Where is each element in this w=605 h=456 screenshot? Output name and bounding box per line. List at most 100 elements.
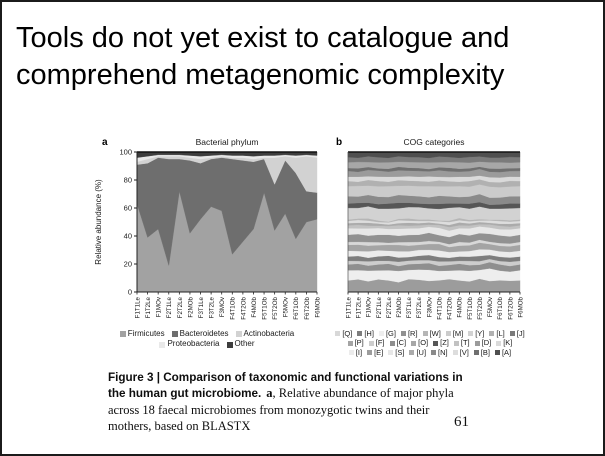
panel-a: 0 20 40 60 80 100 Relative abundance (%) F1T1Le… [92, 130, 322, 350]
legend-label: [W] [429, 329, 441, 338]
svg-text:0: 0 [128, 288, 132, 297]
svg-text:F4T2Ob: F4T2Ob [240, 296, 247, 319]
legend-swatch [388, 349, 394, 355]
legend-item: [S] [388, 348, 404, 357]
legend-swatch [433, 340, 439, 346]
legend-swatch [496, 340, 502, 346]
legend-row: [I] [E] [S] [U] [N] [V] [B] [A] [348, 347, 512, 357]
svg-text:F2T1Le: F2T1Le [166, 296, 173, 318]
legend-label: [L] [496, 329, 505, 338]
legend-row: [Q] [H] [G] [R] [W] [M] [Y] [L] [J] [335, 329, 525, 338]
svg-text:F1T1Le: F1T1Le [345, 296, 352, 318]
figure-3: 0 20 40 60 80 100 Relative abundance (%) F1T1Le… [92, 130, 552, 434]
svg-text:F5T1Ob: F5T1Ob [261, 296, 268, 319]
legend-item: [G] [378, 329, 396, 338]
svg-text:F1MOv: F1MOv [366, 296, 373, 317]
legend-item: [L] [489, 329, 505, 338]
legend-label: Firmicutes [127, 329, 165, 338]
legend-label: [M] [452, 329, 464, 338]
svg-text:100: 100 [119, 148, 132, 157]
legend-swatch [489, 331, 495, 337]
svg-text:F2T2Le: F2T2Le [386, 296, 393, 318]
legend-swatch [357, 331, 363, 337]
caption-panel-a-ref: a [266, 386, 273, 401]
legend-swatch [367, 349, 373, 355]
svg-text:F1T1Le: F1T1Le [134, 296, 141, 318]
legend-item: [R] [400, 329, 418, 338]
legend-swatch [335, 331, 341, 337]
legend-label: [K] [503, 338, 513, 348]
legend-swatch [411, 340, 417, 346]
svg-text:F2MOb: F2MOb [396, 296, 403, 317]
legend-swatch [473, 349, 479, 355]
legend-label: [S] [395, 347, 405, 357]
legend-swatch [348, 349, 354, 355]
svg-text:b: b [336, 137, 342, 148]
svg-text:a: a [102, 137, 108, 148]
svg-text:F2T1Le: F2T1Le [376, 296, 383, 318]
legend-item: [F] [368, 338, 385, 347]
legend-label: [A] [501, 347, 512, 357]
legend-item: [Y] [468, 329, 484, 338]
legend-swatch [431, 349, 437, 355]
svg-text:20: 20 [124, 260, 132, 269]
svg-text:F1T2Le: F1T2Le [356, 296, 363, 318]
legend-item: [Z] [433, 338, 449, 347]
cog-legend: [Q] [H] [G] [R] [W] [M] [Y] [L] [J] [P] [F] [C] [O][… [335, 329, 525, 357]
legend-label: [T] [460, 338, 470, 348]
svg-text:F6MOb: F6MOb [517, 296, 524, 317]
caption-body: , Relative abundance of major phyla acro… [108, 386, 454, 433]
legend-item: [B] [473, 347, 490, 357]
legend-item: [H] [357, 329, 374, 338]
svg-text:F3T1Le: F3T1Le [406, 296, 413, 318]
legend-item: [D] [474, 338, 492, 348]
svg-text:Bacterial phylum: Bacterial phylum [196, 137, 259, 147]
figure-caption: Figure 3 | Comparison of taxonomic and f… [108, 369, 466, 434]
legend-label: [D] [481, 338, 492, 348]
legend-label: [B] [480, 347, 490, 357]
legend-label: [J] [516, 329, 525, 338]
legend-item: [K] [496, 338, 512, 347]
svg-text:Relative abundance (%): Relative abundance (%) [94, 179, 103, 265]
legend-item: [A] [494, 347, 512, 357]
legend-item: [E] [367, 348, 383, 357]
svg-text:40: 40 [124, 232, 132, 241]
svg-text:80: 80 [124, 176, 132, 185]
legend-label: [P] [354, 338, 364, 348]
svg-text:F3MOv: F3MOv [219, 296, 226, 317]
caption-bold-lead: Figure 3 | Comparison of taxonomic and f… [108, 371, 463, 401]
svg-text:F3T2Le: F3T2Le [209, 296, 216, 318]
legend-swatch [235, 331, 242, 338]
legend-item: Firmicutes [119, 329, 165, 339]
legend-item: [V] [452, 347, 469, 357]
cog-categories-chart: F1T1Le F1T2Le F1MOv F2T1Le F2T2Le F2MOb F3T1Le… [336, 137, 524, 320]
legend-label: Actinobacteria [243, 329, 295, 338]
legend-item: Other [226, 339, 255, 349]
legend-item: [P] [347, 338, 364, 348]
legend-item: [Q] [335, 329, 352, 338]
legend-swatch [509, 331, 515, 337]
legend-item: Actinobacteria [235, 329, 295, 339]
bacterial-phylum-chart: 0 20 40 60 80 100 Relative abundance (%) F1T1Le… [94, 137, 321, 320]
svg-text:F5T2Ob: F5T2Ob [477, 296, 484, 319]
legend-swatch [347, 340, 353, 346]
legend-swatch [368, 340, 374, 346]
svg-text:F6MOb: F6MOb [314, 296, 321, 317]
svg-text:F4MOb: F4MOb [457, 296, 464, 317]
legend-item: [U] [409, 348, 426, 357]
legend-item: Proteobacteria [159, 339, 220, 349]
legend-label: [C] [396, 338, 407, 348]
legend-label: [R] [407, 329, 418, 338]
legend-swatch [453, 340, 459, 346]
legend-item: [N] [431, 348, 448, 357]
legend-swatch [400, 331, 406, 337]
legend-swatch [452, 349, 458, 355]
legend-label: Proteobacteria [167, 339, 220, 349]
legend-label: [Z] [440, 338, 449, 348]
legend-label: [V] [459, 347, 469, 357]
legend-swatch [119, 331, 126, 338]
legend-item: [O] [411, 338, 428, 347]
svg-text:F3T2Le: F3T2Le [416, 296, 423, 318]
svg-text:F5MOv: F5MOv [487, 296, 494, 317]
svg-text:F6T1Ob: F6T1Ob [293, 296, 300, 319]
